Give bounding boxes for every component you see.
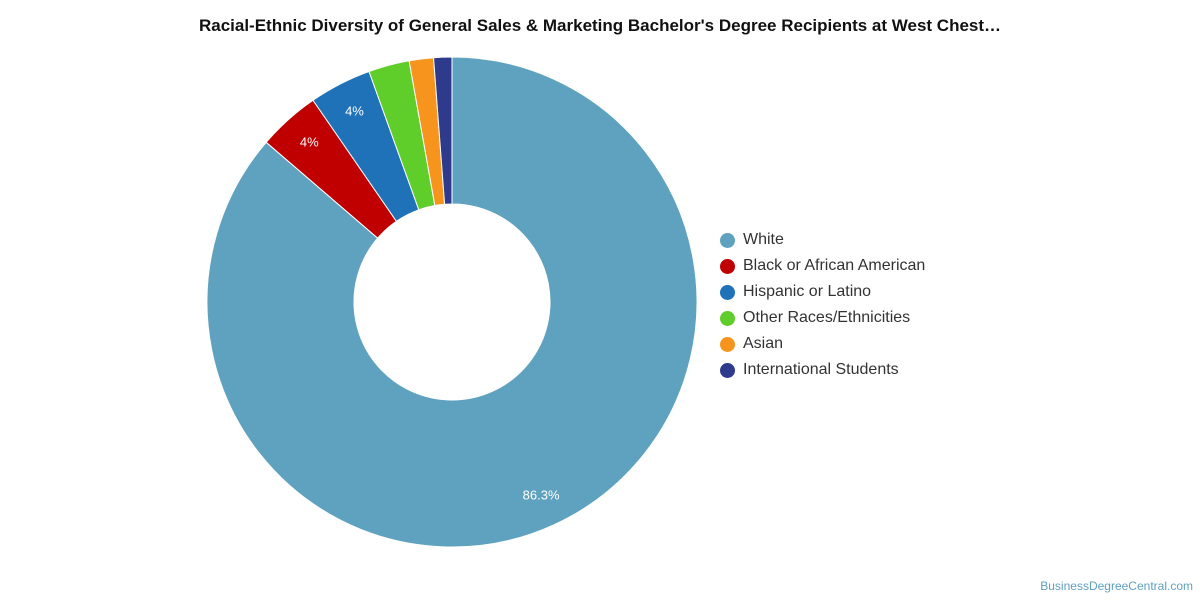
legend-item[interactable]: Black or African American [720,253,925,279]
legend-label: Other Races/Ethnicities [743,309,911,326]
legend: White Black or African American Hispanic o… [720,227,925,383]
slice-data-label: 86.3% [523,487,560,502]
legend-label: White [743,231,784,248]
legend-swatch [720,362,735,378]
legend-swatch [720,310,735,326]
legend-swatch [720,336,735,352]
legend-item[interactable]: Hispanic or Latino [720,279,925,305]
chart-title: Racial-Ethnic Diversity of General Sales… [198,16,1002,35]
legend-item[interactable]: White [720,227,925,253]
legend-label: Black or African American [743,257,926,274]
source-credit[interactable]: BusinessDegreeCentral.com [1040,579,1193,593]
slice-data-label: 4% [345,104,364,119]
legend-swatch [720,232,735,248]
slice-international-students[interactable] [433,56,453,205]
slice-data-label: 4% [300,135,319,150]
legend-swatch [720,284,735,300]
legend-item[interactable]: International Students [720,357,925,383]
legend-swatch [720,258,735,274]
legend-item[interactable]: Asian [720,331,925,357]
legend-item[interactable]: Other Races/Ethnicities [720,305,925,331]
slice-white[interactable] [206,56,698,548]
legend-label: International Students [743,361,899,378]
legend-label: Hispanic or Latino [743,283,872,300]
legend-label: Asian [743,335,784,352]
